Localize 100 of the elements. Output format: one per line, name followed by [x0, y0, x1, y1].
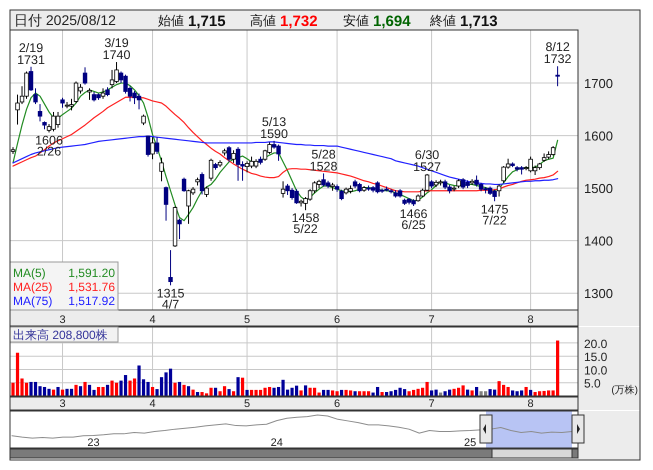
bar [498, 381, 501, 396]
y-tick-label: 5.0 [584, 376, 602, 391]
candlestick [200, 172, 204, 195]
bar [146, 382, 150, 396]
annotation: 8/12 1732 [544, 40, 572, 66]
text: 終値 [429, 13, 456, 28]
bar [128, 380, 132, 396]
text: 1,732 [280, 13, 318, 30]
candlestick [69, 98, 74, 111]
annotation: 1,531.76 [68, 280, 116, 294]
annotation: 2/19 1731 [17, 40, 45, 67]
bar [222, 386, 226, 396]
annotation: 5/13 1590 [260, 114, 288, 141]
bar [425, 382, 429, 396]
candlestick [141, 114, 146, 126]
y-tick-label: 1400 [584, 234, 613, 249]
chart-title: 日付 2025/08/12 [14, 12, 116, 28]
annotation: 1458 5/22 [292, 211, 320, 236]
bar [110, 380, 114, 396]
bar [34, 382, 38, 396]
y-tick-label: 20.0 [584, 336, 608, 351]
x-tick-label: 4 [149, 314, 156, 326]
candlestick [60, 97, 65, 108]
candlestick [150, 136, 155, 160]
candlestick [56, 111, 60, 128]
candlestick [24, 71, 29, 100]
candlestick [492, 189, 497, 202]
candlestick [136, 93, 142, 110]
bar [114, 382, 118, 396]
candlestick [168, 250, 173, 286]
text: 1,694 [373, 13, 412, 30]
bar [294, 386, 298, 396]
y-tick-label: 15.0 [584, 350, 608, 364]
bar [137, 365, 141, 396]
y-tick-label: 1600 [584, 128, 613, 144]
text: 始値 [158, 13, 184, 28]
candlestick [146, 135, 150, 158]
candlestick [555, 66, 560, 87]
chart-title: 出来高 208,800株 [13, 328, 108, 342]
legend: MA(5) 1,591.20 MA(25) 1,531.76 MA(75) 1,517.92 [10, 262, 118, 310]
candlestick [123, 74, 128, 94]
x-tick-label: 8 [528, 398, 534, 410]
candlestick [132, 90, 137, 105]
candlestick [38, 104, 42, 122]
y-tick-label: 1700 [584, 76, 613, 92]
candlestick [204, 186, 209, 198]
bar [168, 368, 172, 396]
bar [164, 372, 168, 396]
y-tick-label: 10.0 [584, 363, 608, 378]
candlestick [294, 188, 299, 204]
candlestick [87, 88, 92, 100]
x-tick-label: 25 [464, 437, 476, 449]
x-tick-label: 7 [428, 314, 435, 326]
candlestick [164, 186, 168, 222]
text: 安値 [343, 13, 369, 28]
annotation: 5/28 1528 [310, 147, 338, 174]
candlestick [33, 88, 38, 105]
x-tick-label: 3 [59, 314, 66, 326]
candlestick [100, 88, 106, 100]
y-axis-title: (万株) [611, 384, 638, 396]
bar [173, 382, 177, 396]
candlestick [276, 144, 281, 162]
x-tick-label: 6 [334, 398, 340, 410]
text: 1,715 [188, 13, 226, 30]
candlestick [339, 189, 344, 201]
bar [16, 352, 20, 396]
bar [24, 382, 28, 396]
y-tick-label: 1500 [584, 181, 613, 196]
bar [124, 375, 128, 396]
x-tick-label: 23 [87, 437, 100, 449]
bar [281, 380, 285, 396]
annotation: 1475 7/22 [480, 202, 509, 228]
candlestick [74, 80, 78, 104]
x-tick-label: 5 [244, 398, 250, 410]
bar [236, 377, 240, 396]
candlestick [357, 182, 362, 193]
candlestick [154, 136, 160, 154]
candlestick [15, 94, 20, 126]
annotation: 3/19 1740 [102, 36, 130, 62]
x-tick-label: 24 [270, 437, 283, 449]
annotation: 1315 4/7 [156, 286, 184, 312]
candlestick [92, 91, 96, 102]
candlestick [280, 180, 286, 198]
candlestick [231, 150, 236, 164]
text: 1,713 [460, 13, 498, 30]
candlestick [496, 184, 502, 198]
annotation: 1,591.20 [68, 266, 116, 280]
candlestick [208, 158, 214, 182]
candlestick [226, 146, 232, 162]
candlestick [550, 146, 556, 156]
x-tick-label: 4 [149, 398, 156, 410]
bar [132, 378, 136, 396]
y-tick-label: 1300 [584, 286, 613, 302]
bar [186, 386, 190, 396]
bar [38, 386, 42, 396]
annotation: 1,517.92 [68, 294, 116, 308]
annotation: 1466 6/25 [400, 206, 428, 232]
x-tick-label: 5 [244, 314, 250, 326]
candlestick [114, 62, 119, 84]
x-tick-label: 6 [334, 314, 340, 326]
